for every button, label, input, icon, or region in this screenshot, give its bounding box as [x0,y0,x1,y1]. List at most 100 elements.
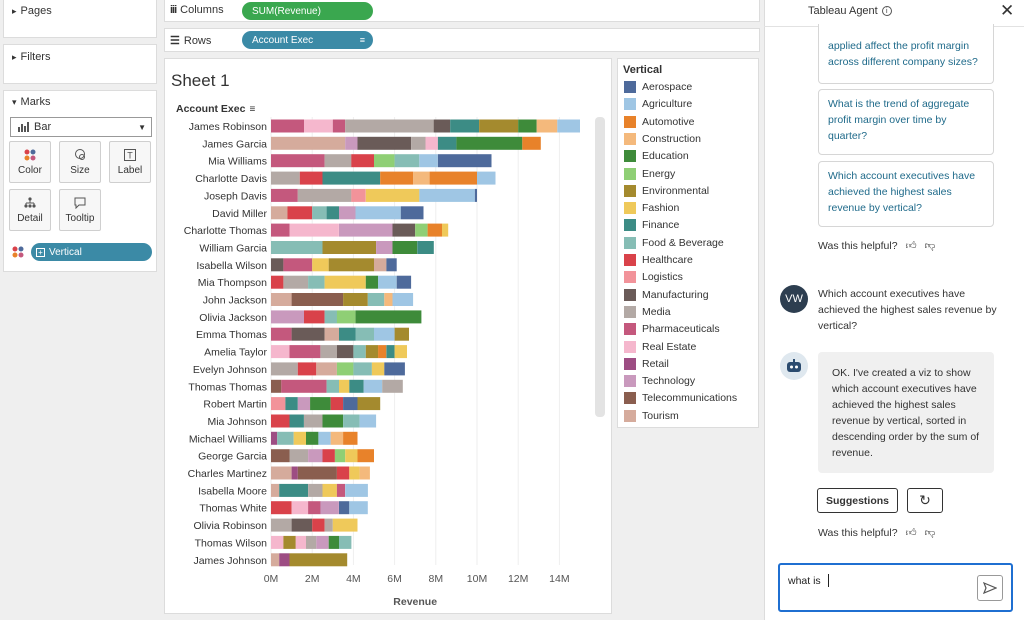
thumbs-up-icon[interactable]: 👍︎ [905,240,917,252]
bar-segment[interactable] [345,119,434,133]
label-card[interactable]: T Label [109,141,151,183]
thumbs-down-icon[interactable]: 👎︎ [924,527,936,539]
bar-segment[interactable] [324,275,366,289]
legend-item[interactable]: Fashion [624,202,679,215]
legend-item[interactable]: Pharmaceuticals [624,323,720,336]
bar-segment[interactable] [349,466,360,480]
bar-segment[interactable] [343,293,368,306]
bar-segment[interactable] [271,431,278,445]
bar-segment[interactable] [437,136,457,150]
bar-segment[interactable] [419,154,438,168]
bar-segment[interactable] [384,293,393,306]
legend-item[interactable]: Education [624,150,689,163]
legend-item[interactable]: Aerospace [624,81,692,93]
collapse-icon[interactable]: ▸ [12,51,17,62]
bar-segment[interactable] [271,188,298,202]
bar-segment[interactable] [316,362,337,376]
bar-segment[interactable] [417,241,434,254]
bar-segment[interactable] [518,119,537,133]
bar-segment[interactable] [295,535,306,549]
bar-segment[interactable] [357,449,375,463]
bar-segment[interactable] [330,397,344,411]
bar-segment[interactable] [336,466,350,480]
legend-item[interactable]: Agriculture [624,98,692,111]
sum-revenue-pill[interactable]: SUM(Revenue) [242,2,373,20]
bar-segment[interactable] [324,310,337,324]
bar-segment[interactable] [271,119,304,133]
bar-segment[interactable] [283,535,296,549]
bar-segment[interactable] [437,154,492,168]
bar-segment[interactable] [271,275,284,289]
bar-segment[interactable] [271,397,286,411]
legend-item[interactable]: Telecommunications [624,392,737,405]
bar-segment[interactable] [384,362,405,376]
bar-segment[interactable] [557,119,580,133]
color-card[interactable]: Color [9,141,51,183]
bar-segment[interactable] [271,535,284,549]
bar-segment[interactable] [394,154,420,168]
bar-segment[interactable] [304,414,323,428]
bar-segment[interactable] [349,501,368,515]
bar-segment[interactable] [336,362,354,376]
bar-segment[interactable] [283,258,313,272]
bar-segment[interactable] [328,258,374,272]
bar-segment[interactable] [306,535,317,549]
bar-segment[interactable] [345,449,358,463]
bar-segment[interactable] [355,206,401,220]
bar-segment[interactable] [355,327,375,341]
bar-segment[interactable] [297,188,352,202]
bar-segment[interactable] [359,414,377,428]
bar-segment[interactable] [308,501,321,515]
bar-segment[interactable] [336,310,356,324]
bar-segment[interactable] [336,483,346,497]
sort-icon[interactable]: ≡ [249,103,256,115]
bar-segment[interactable] [312,206,327,220]
legend-item[interactable]: Finance [624,219,679,232]
bar-segment[interactable] [271,258,284,272]
bar-segment[interactable] [328,535,339,549]
bar-segment[interactable] [279,483,308,497]
legend-item[interactable]: Media [624,305,671,318]
bar-segment[interactable] [367,293,385,306]
tooltip-card[interactable]: Tooltip [59,189,101,231]
bar-segment[interactable] [297,466,337,480]
bar-segment[interactable] [396,275,412,289]
bar-segment[interactable] [353,345,366,359]
bar-segment[interactable] [343,397,358,411]
account-exec-pill[interactable]: Account Exec ≡ [242,31,373,49]
bar-segment[interactable] [332,119,346,133]
bar-segment[interactable] [271,379,282,393]
mark-type-dropdown[interactable]: Bar ▼ [10,117,152,137]
legend-item[interactable]: Automotive [624,115,695,128]
bar-segment[interactable] [334,449,346,463]
bar-segment[interactable] [339,327,356,341]
bar-segment[interactable] [310,397,331,411]
bar-segment[interactable] [271,223,290,237]
bar-segment[interactable] [477,171,496,185]
bar-segment[interactable] [271,449,290,463]
bar-segment[interactable] [289,414,304,428]
bar-segment[interactable] [322,414,344,428]
legend-item[interactable]: Food & Beverage [624,236,724,249]
bar-segment[interactable] [293,431,307,445]
bar-segment[interactable] [336,345,354,359]
bar-segment[interactable] [281,379,327,393]
bar-segment[interactable] [326,206,339,220]
bar-segment[interactable] [394,345,407,359]
bar-segment[interactable] [378,275,397,289]
bar-segment[interactable] [308,449,323,463]
bar-segment[interactable] [456,136,523,150]
bar-segment[interactable] [271,483,280,497]
bar-segment[interactable] [324,154,352,168]
bar-segment[interactable] [287,206,313,220]
bar-segment[interactable] [277,431,294,445]
bar-segment[interactable] [291,518,313,532]
thumbs-up-icon[interactable]: 👍︎ [905,527,917,539]
bar-segment[interactable] [316,535,329,549]
bar-segment[interactable] [326,379,339,393]
bar-segment[interactable] [357,136,412,150]
legend-item[interactable]: Healthcare [624,254,693,266]
bar-segment[interactable] [450,119,479,133]
bar-segment[interactable] [357,397,381,411]
size-card[interactable]: Size [59,141,101,183]
